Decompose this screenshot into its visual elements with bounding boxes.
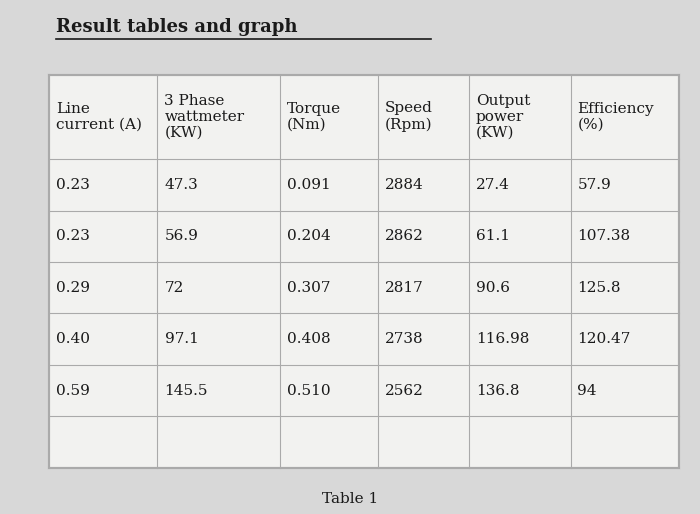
Text: 0.23: 0.23 — [56, 229, 90, 243]
Text: 2884: 2884 — [385, 178, 424, 192]
Text: 94: 94 — [578, 383, 597, 397]
Text: 90.6: 90.6 — [476, 281, 510, 295]
Text: 120.47: 120.47 — [578, 332, 631, 346]
Text: 0.408: 0.408 — [287, 332, 330, 346]
Text: 72: 72 — [164, 281, 184, 295]
Text: 0.40: 0.40 — [56, 332, 90, 346]
Text: Torque
(Nm): Torque (Nm) — [287, 102, 341, 132]
FancyBboxPatch shape — [49, 75, 679, 468]
Text: 56.9: 56.9 — [164, 229, 198, 243]
Text: 47.3: 47.3 — [164, 178, 198, 192]
Text: 0.091: 0.091 — [287, 178, 330, 192]
Text: 0.204: 0.204 — [287, 229, 330, 243]
Text: 136.8: 136.8 — [476, 383, 519, 397]
Text: 0.510: 0.510 — [287, 383, 330, 397]
Text: Result tables and graph: Result tables and graph — [56, 18, 298, 36]
Text: Output
power
(KW): Output power (KW) — [476, 94, 531, 140]
Text: 0.23: 0.23 — [56, 178, 90, 192]
Text: Speed
(Rpm): Speed (Rpm) — [385, 101, 433, 132]
Text: 2738: 2738 — [385, 332, 424, 346]
Text: 97.1: 97.1 — [164, 332, 198, 346]
Text: 2817: 2817 — [385, 281, 424, 295]
Text: 107.38: 107.38 — [578, 229, 631, 243]
Text: 61.1: 61.1 — [476, 229, 510, 243]
Text: 0.59: 0.59 — [56, 383, 90, 397]
Text: 2562: 2562 — [385, 383, 424, 397]
Text: Table 1: Table 1 — [322, 492, 378, 506]
Text: 27.4: 27.4 — [476, 178, 510, 192]
Text: 2862: 2862 — [385, 229, 424, 243]
Text: Efficiency
(%): Efficiency (%) — [578, 102, 654, 132]
Text: 3 Phase
wattmeter
(KW): 3 Phase wattmeter (KW) — [164, 94, 244, 140]
Text: 116.98: 116.98 — [476, 332, 529, 346]
Text: 57.9: 57.9 — [578, 178, 611, 192]
Text: 145.5: 145.5 — [164, 383, 208, 397]
Text: 125.8: 125.8 — [578, 281, 621, 295]
Text: 0.307: 0.307 — [287, 281, 330, 295]
Text: 0.29: 0.29 — [56, 281, 90, 295]
Text: Line
current (A): Line current (A) — [56, 102, 142, 132]
